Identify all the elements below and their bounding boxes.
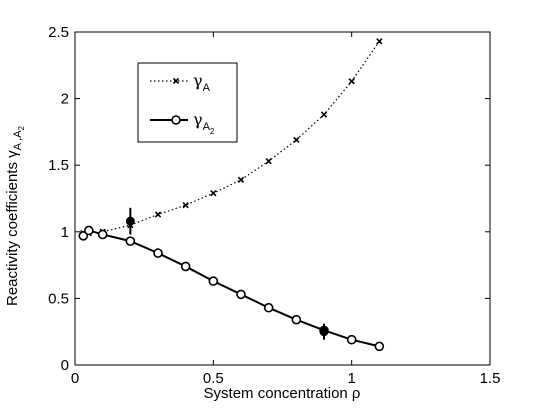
series-2-point (97, 229, 108, 240)
x-tick-label: 1 (347, 370, 355, 387)
legend-marker-2 (171, 115, 181, 125)
error-point (125, 216, 135, 226)
legend-box (137, 62, 238, 143)
y-tick-label: 2.5 (48, 24, 69, 41)
plot-frame (74, 31, 491, 366)
series-2-point (374, 341, 385, 352)
series-2-point (263, 302, 274, 313)
series-line-2 (82, 229, 380, 348)
x-tick-label: 0 (71, 370, 79, 387)
y-axis-label: Reactivity coefficients γA ,A2 (4, 125, 26, 306)
legend-entries: γA γA2 (150, 71, 215, 136)
series-2-point (236, 289, 246, 300)
legend-label-1: γA (193, 71, 211, 94)
series-2-point (346, 334, 357, 345)
legend-label-2: γA2 (193, 110, 215, 136)
y-tick-label: 2 (61, 91, 69, 108)
legend: γA γA2 (137, 62, 238, 143)
series-2-point (291, 314, 302, 325)
series-1-point (376, 38, 383, 45)
series-2-point (84, 225, 94, 236)
svg-text:Reactivity coefficients γA ,: Reactivity coefficients γA ,A2 (4, 125, 26, 306)
y-axis-label-subsub: 2 (17, 125, 26, 130)
series-2-point (78, 230, 89, 241)
x-tick-label: 1.5 (480, 370, 501, 387)
series-2-point (208, 276, 219, 286)
series-1-point (237, 176, 245, 184)
x-tick-label: 0.5 (203, 370, 224, 387)
series-2-point (125, 236, 136, 246)
series-2-point (180, 261, 191, 272)
series-1-point (154, 211, 162, 218)
series-1-point (265, 158, 272, 165)
series-2-point (153, 248, 163, 258)
series-1-point (182, 201, 189, 209)
series-1-point (210, 190, 217, 197)
y-tick-label: 1.5 (48, 157, 69, 174)
y-tick-label: 1 (61, 224, 69, 241)
y-axis-label-sub: A ,A (12, 130, 24, 151)
error-point (319, 327, 329, 337)
series-1-point (320, 111, 328, 118)
x-axis-label: System concentration ρ (204, 385, 361, 402)
series-1-point (348, 78, 355, 85)
y-axis-label-main: Reactivity coefficients γ (4, 150, 21, 306)
y-tick-label: 0 (61, 357, 69, 374)
y-tick-label: 0.5 (48, 290, 69, 307)
series-1-point (293, 136, 300, 144)
plot-layer: 0 0.5 1 1.5 0 0.5 1 1.5 2 2.5 (48, 24, 500, 387)
legend-marker-1 (172, 77, 180, 85)
